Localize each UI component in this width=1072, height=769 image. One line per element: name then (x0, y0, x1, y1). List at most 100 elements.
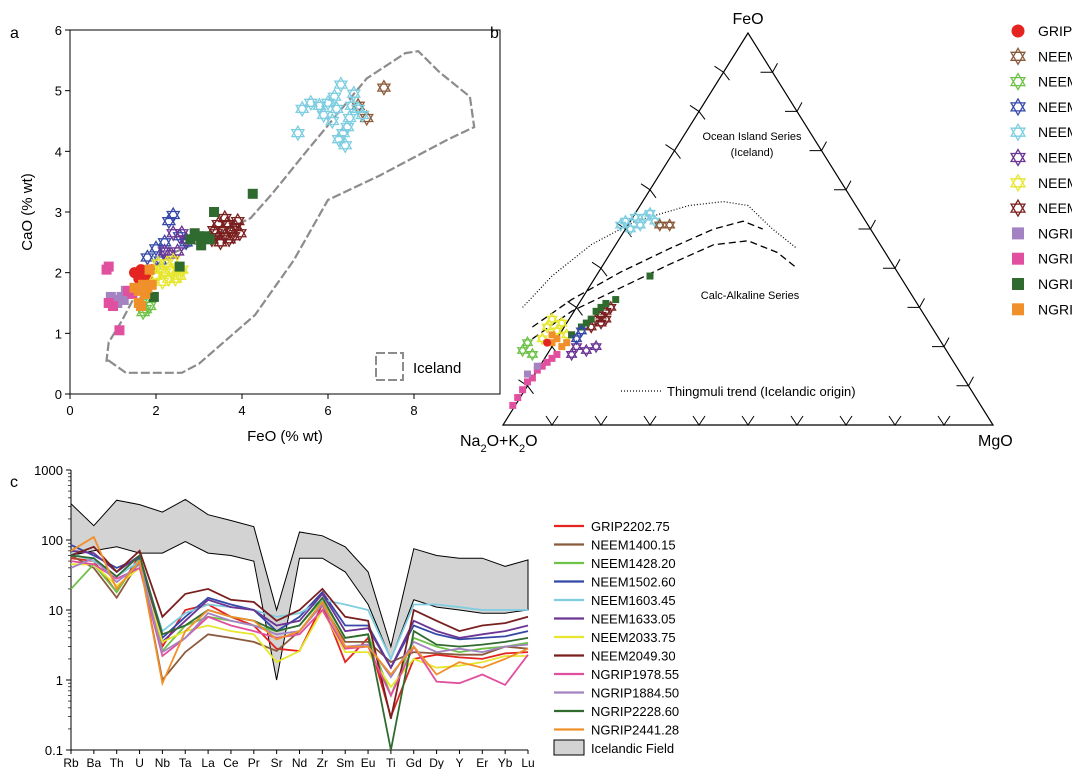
b-point-ngrip2228-60 (597, 303, 605, 311)
a-point-neem1603-45 (342, 109, 357, 127)
ocean-island-series-label: Ocean Island Series (702, 131, 802, 143)
b-point-ngrip2441-28 (563, 339, 571, 347)
calc-alkaline-series-label: Calc-Alkaline Series (701, 290, 800, 302)
vertex-label-na2o-k2o: Na2O+K2O (460, 433, 538, 455)
b-point-neem2033-75 (546, 312, 558, 326)
b-point-neem1428-20 (526, 347, 539, 362)
legend-c: GRIP2202.75 NEEM1400.15 NEEM1428.20 NEEM150… (553, 519, 679, 756)
vertex-ok-text: O+K (487, 433, 520, 450)
b-point-ngrip1978-55 (553, 350, 561, 358)
a-point-neem1603-45 (338, 136, 353, 154)
ternary-tick-bottom (888, 415, 902, 426)
a-point-neem1603-45 (312, 97, 327, 115)
legend-marker-ngrip2228-60 (1012, 278, 1024, 290)
a-point-ngrip2441-28 (133, 285, 144, 296)
a-point-ngrip2441-28 (144, 264, 155, 275)
legend-c-label-ngrip2228-60: NGRIP2228.60 (591, 704, 679, 719)
c-xtick-label: Nd (292, 756, 307, 769)
legend-c-label-icelandic-field: Icelandic Field (591, 741, 674, 756)
a-point-ngrip2228-60 (174, 261, 185, 272)
legend-marker-neem1400-15 (1009, 47, 1027, 66)
a-point-neem2049-30 (206, 221, 222, 239)
a-point-neem1603-45 (329, 100, 344, 118)
a-point-ngrip2228-60 (196, 240, 207, 251)
a-point-ngrip1978-55 (127, 288, 138, 299)
a-point-neem1603-45 (320, 94, 336, 112)
legend-c-label-ngrip2441-28: NGRIP2441.28 (591, 723, 679, 738)
ternary-tick-left (616, 222, 632, 238)
ternary-tick-right (956, 376, 974, 387)
a-ytick-label: 4 (55, 144, 62, 159)
legend-c-label-neem1502-60: NEEM1502.60 (591, 575, 676, 590)
legend-marker-grip2202-75 (1011, 24, 1025, 38)
c-xtick-label: Ba (87, 756, 102, 769)
b-point-ngrip1978-55 (543, 358, 551, 366)
c-xtick-label: Sr (271, 756, 283, 769)
a-point-neem1502-60 (140, 249, 155, 266)
legend-label-grip2202-75: GRIP2202.75 (1038, 23, 1072, 39)
curve-lower-dashed (532, 240, 798, 340)
a-point-ngrip2228-60 (204, 234, 215, 245)
a-point-neem1603-45 (346, 85, 361, 103)
ternary-tick-left (689, 104, 706, 120)
legend-label-ngrip1978-55: NGRIP1978.55 (1038, 251, 1072, 267)
c-line-neem2049-30 (70, 545, 529, 719)
ternary-tick-left (591, 261, 608, 277)
b-point-neem1603-45 (614, 218, 627, 232)
ternary-tick-bottom (741, 415, 755, 426)
b-point-ngrip1978-55 (514, 394, 522, 402)
panel-a-ticks: 0 2 4 6 8 0 1 2 3 4 5 6 (55, 23, 418, 418)
ternary-tick-left (714, 65, 730, 81)
b-point-ngrip2441-28 (558, 343, 566, 351)
panel-label-a: a (10, 25, 19, 42)
a-point-ngrip1884-50 (118, 294, 129, 305)
vertex-na-text: Na (460, 433, 481, 450)
c-ytick-label: 100 (41, 533, 63, 548)
legend-marker-neem2033-75 (1009, 173, 1027, 193)
b-point-neem1603-45 (634, 218, 647, 232)
curve-upper-dashed (532, 220, 763, 328)
a-point-neem1502-60 (166, 206, 181, 224)
c-xtick-label: Gd (406, 756, 422, 769)
b-point-neem1633-05 (590, 339, 602, 354)
a-point-neem1633-05 (157, 243, 172, 260)
a-point-ngrip2228-60 (148, 291, 159, 302)
a-ytick-label: 1 (55, 326, 62, 341)
c-xtick-label: Zr (317, 756, 328, 769)
b-point-ngrip2441-28 (548, 339, 556, 347)
a-point-neem1603-45 (303, 94, 318, 112)
ternary-trend-curves (522, 200, 798, 340)
b-point-ngrip1978-55 (509, 401, 517, 409)
legend-c-label-neem1428-20: NEEM1428.20 (591, 556, 676, 571)
c-xtick-label: Pr (248, 756, 260, 769)
a-point-ngrip2441-28 (133, 298, 144, 308)
legend-marker-neem1633-05 (1009, 148, 1027, 167)
c-xtick-label: Lu (521, 756, 534, 769)
c-xtick-label: Ta (179, 756, 192, 769)
vertex-k-subscript: 2 (519, 443, 525, 455)
a-point-neem1603-45 (355, 106, 370, 124)
legend-label-neem1633-05: NEEM1633.05 (1038, 150, 1072, 166)
legend-label-neem1400-15: NEEM1400.15 (1038, 48, 1072, 64)
panel-label-b: b (490, 25, 499, 42)
legend-label-neem1603-45: NEEM1603.45 (1038, 124, 1072, 140)
a-ytick-label: 0 (55, 387, 62, 402)
vertex-label-mgo: MgO (978, 433, 1013, 450)
b-point-neem1502-60 (570, 331, 583, 346)
a-point-neem1400-15 (376, 79, 392, 96)
a-ytick-label: 2 (55, 266, 62, 281)
legend-label-neem2049-30: NEEM2049.30 (1038, 200, 1072, 216)
b-point-neem1603-45 (629, 210, 642, 225)
b-point-ngrip2441-28 (548, 331, 556, 339)
b-point-grip2202-75 (543, 338, 552, 347)
a-point-neem1603-45 (295, 100, 310, 118)
ternary-tick-bottom (545, 415, 559, 426)
legend-marker-ngrip1884-50 (1012, 227, 1024, 240)
panel-a-xlabel: FeO (% wt) (247, 428, 323, 445)
a-point-neem1603-45 (340, 118, 355, 136)
b-point-ngrip2228-60 (568, 331, 576, 339)
a-xtick-label: 8 (410, 403, 417, 418)
b-point-ngrip1884-50 (524, 370, 531, 378)
legend-marker-neem1603-45 (1009, 122, 1027, 142)
